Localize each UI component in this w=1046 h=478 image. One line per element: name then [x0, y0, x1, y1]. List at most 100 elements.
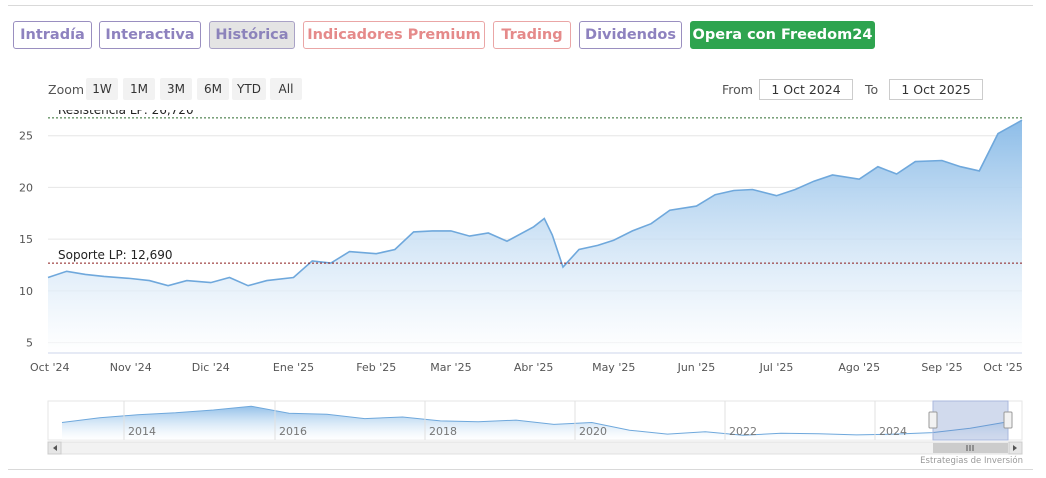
data-point [533, 226, 535, 228]
grip-icon [966, 445, 974, 451]
navigator-year-label: 2016 [279, 425, 307, 438]
chevron-right-icon [1013, 445, 1017, 451]
data-point [959, 166, 961, 168]
data-point [186, 279, 188, 281]
data-point [292, 276, 294, 278]
data-point [751, 188, 753, 190]
y-tick-label: 20 [19, 181, 33, 194]
navigator-year-label: 2018 [429, 425, 457, 438]
navigator-handle-left[interactable] [928, 411, 938, 429]
data-point [375, 253, 377, 255]
navigator-year-label: 2020 [579, 425, 607, 438]
data-point [714, 194, 716, 196]
data-point [247, 285, 249, 287]
data-point [450, 230, 452, 232]
data-point [210, 281, 212, 283]
tab-dividendos[interactable]: Dividendos [579, 21, 682, 49]
tab-intradia[interactable]: Intradía [13, 21, 92, 49]
x-tick-label: Nov '24 [110, 361, 152, 374]
data-point [130, 277, 132, 279]
zoom-1w-button[interactable]: 1W [86, 78, 118, 100]
data-point [877, 166, 879, 168]
tab-interactiva[interactable]: Interactiva [99, 21, 201, 49]
zoom-1m-button[interactable]: 1M [123, 78, 155, 100]
y-tick-label: 25 [19, 130, 33, 143]
navigator-area [62, 406, 1008, 440]
data-point [578, 248, 580, 250]
navigator-year-label: 2014 [128, 425, 156, 438]
range-from-input[interactable]: 1 Oct 2024 [759, 79, 853, 100]
price-line [47, 119, 1023, 287]
data-point [669, 209, 671, 211]
data-point [431, 230, 433, 232]
tab-historica[interactable]: Histórica [209, 21, 295, 49]
range-to-label: To [865, 82, 879, 97]
data-point [695, 205, 697, 207]
data-point [895, 173, 897, 175]
tab-trading[interactable]: Trading [493, 21, 571, 49]
data-point [47, 276, 49, 278]
x-tick-label: Abr '25 [514, 361, 554, 374]
data-point [66, 270, 68, 272]
data-point [394, 248, 396, 250]
x-tick-label: Ago '25 [838, 361, 880, 374]
navigator-year-label: 2022 [729, 425, 757, 438]
price-chart: 5 10 15 20 25 Resistencia LP: 26,720 Soporte L… [19, 110, 1023, 455]
x-tick-label: Sep '25 [921, 361, 962, 374]
data-point [551, 234, 553, 236]
chevron-left-icon [53, 445, 57, 451]
data-point [650, 223, 652, 225]
x-tick-label: Oct '25 [983, 361, 1023, 374]
price-area [48, 120, 1022, 353]
data-point [597, 244, 599, 246]
x-tick-label: Ene '25 [273, 361, 314, 374]
data-point [562, 266, 564, 268]
x-tick-label: Mar '25 [430, 361, 471, 374]
data-point [330, 262, 332, 264]
data-point [167, 285, 169, 287]
data-point [348, 250, 350, 252]
data-point [1021, 119, 1023, 121]
data-point [613, 239, 615, 241]
data-point [858, 178, 860, 180]
data-point [794, 188, 796, 190]
data-point [631, 230, 633, 232]
zoom-3m-button[interactable]: 3M [160, 78, 192, 100]
x-tick-label: May '25 [592, 361, 635, 374]
zoom-ytd-button[interactable]: YTD [232, 78, 266, 100]
navigator-handle-right[interactable] [1003, 411, 1013, 429]
data-point [487, 232, 489, 234]
bottom-divider [8, 469, 1033, 470]
chart-credit: Estrategias de Inversión [920, 456, 1023, 466]
x-tick-label: Oct '24 [30, 361, 70, 374]
data-point [831, 174, 833, 176]
navigator-line [61, 405, 1009, 436]
data-point [228, 276, 230, 278]
freedom24-cta-button[interactable]: Opera con Freedom24 [690, 21, 875, 49]
data-point [813, 180, 815, 182]
range-from-label: From [722, 82, 753, 97]
data-point [941, 159, 943, 161]
x-tick-label: Jul '25 [759, 361, 794, 374]
data-point [997, 132, 999, 134]
data-point [775, 195, 777, 197]
data-point [148, 279, 150, 281]
zoom-6m-button[interactable]: 6M [197, 78, 229, 100]
data-point [543, 217, 545, 219]
zoom-all-button[interactable]: All [270, 78, 302, 100]
x-tick-label: Jun '25 [677, 361, 716, 374]
navigator-year-label: 2024 [879, 425, 907, 438]
y-tick-label: 10 [19, 285, 33, 298]
data-point [506, 240, 508, 242]
data-point [412, 231, 414, 233]
x-tick-label: Feb '25 [356, 361, 396, 374]
data-point [733, 189, 735, 191]
data-point [84, 273, 86, 275]
data-point [103, 275, 105, 277]
navigator-selection [932, 400, 1009, 441]
data-point [978, 170, 980, 172]
x-tick-label: Dic '24 [192, 361, 230, 374]
range-to-input[interactable]: 1 Oct 2025 [889, 79, 983, 100]
tab-indicadores-premium[interactable]: Indicadores Premium [303, 21, 485, 49]
data-point [914, 160, 916, 162]
